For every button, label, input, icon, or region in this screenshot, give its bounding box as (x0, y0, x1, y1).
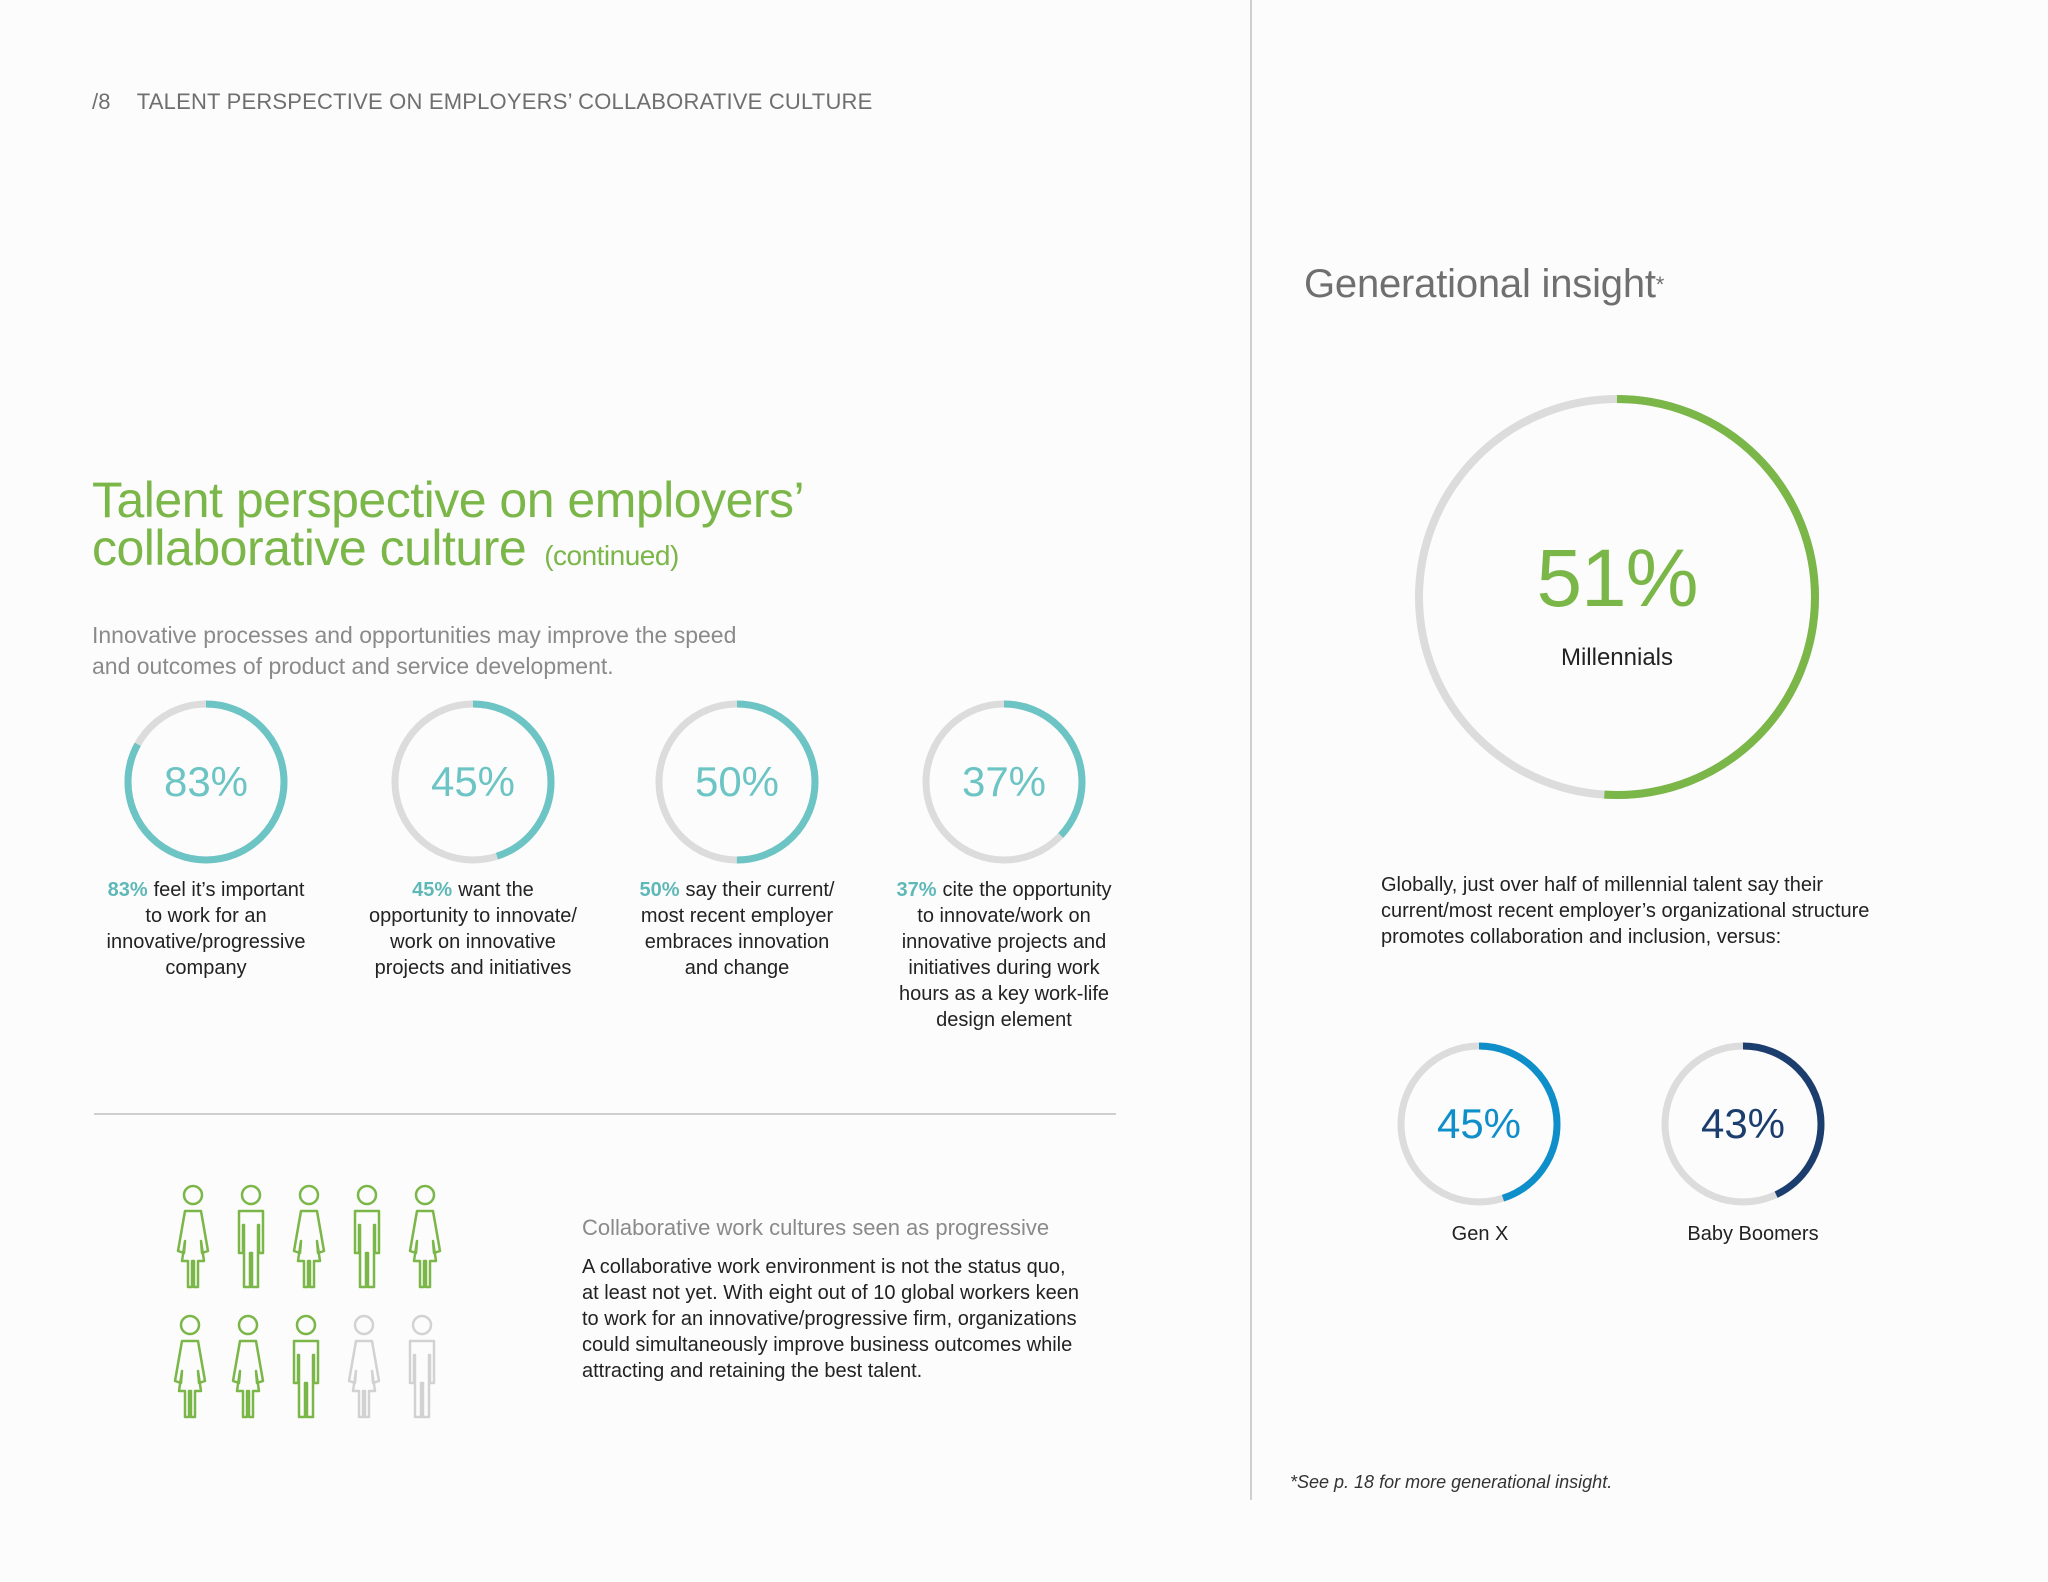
stat-caption-pct: 45% (412, 879, 453, 901)
person-icon (408, 1184, 442, 1289)
continued-label: (continued) (544, 540, 679, 571)
person-icon (292, 1314, 320, 1419)
stat-percent: 50% (694, 758, 780, 805)
ring-chart (655, 700, 819, 864)
stat-caption-pct: 83% (107, 879, 148, 901)
collab-body: A collaborative work environment is not … (582, 1254, 1122, 1384)
stat-caption-3: 50% say their current/ most recent employ… (617, 877, 857, 981)
people-pictogram (173, 1184, 442, 1419)
stat-caption-line: design element (936, 1009, 1072, 1031)
intro-line1: Innovative processes and opportunities m… (92, 622, 737, 648)
ring-arc (1397, 1042, 1561, 1206)
boomers-label: Baby Boomers (1687, 1223, 1819, 1245)
section-heading: Talent perspective on employers’ collabo… (92, 472, 805, 580)
collab-title: Collaborative work cultures seen as prog… (582, 1215, 1050, 1240)
stat-caption-1: 83% feel it’s important to work for an in… (86, 877, 326, 981)
stat-caption-line: work on innovative (390, 931, 556, 953)
stat-percent: 45% (430, 758, 516, 805)
stat-ring-2: 45% (388, 697, 558, 867)
stat-caption-line: initiatives during work (908, 957, 1100, 979)
person-icon (231, 1314, 265, 1419)
intro-line2: and outcomes of product and service deve… (92, 653, 614, 679)
ring-chart (124, 700, 288, 864)
boomers-ring: 43% (1658, 1039, 1828, 1209)
stat-caption-2: 45% want the opportunity to innovate/ wor… (353, 877, 593, 981)
generational-line: promotes collaboration and inclusion, ve… (1381, 926, 1782, 948)
stat-caption-line: to innovate/work on (917, 905, 1091, 927)
stat-percent: 83% (163, 758, 249, 805)
page-number: /8 (92, 89, 111, 114)
ring-chart (1661, 1042, 1825, 1206)
stat-caption-line: to work for an (145, 905, 267, 927)
ring-arc (655, 700, 819, 864)
stat-caption-line: embraces innovation (644, 931, 830, 953)
stat-caption-line: cite the opportunity (942, 879, 1112, 901)
boomers-percent: 43% (1700, 1100, 1786, 1147)
person-icon (176, 1184, 210, 1289)
section-heading-line2: collaborative culture (92, 520, 527, 576)
generational-line: Globally, just over half of millennial t… (1381, 874, 1824, 896)
footnote-marker: * (1655, 272, 1665, 297)
ring-arc (124, 700, 288, 864)
stat-caption-line: hours as a key work-life (898, 983, 1110, 1005)
ring-chart (1397, 1042, 1561, 1206)
generational-title: Generational insight* (1304, 262, 1664, 307)
stat-caption-line: want the (458, 879, 534, 901)
collab-line: A collaborative work environment is not … (582, 1256, 1066, 1278)
stat-caption-line: innovative projects and (901, 931, 1107, 953)
generational-body: Globally, just over half of millennial t… (1381, 872, 1911, 950)
generational-title-text: Generational insight (1304, 262, 1656, 306)
generational-line: current/most recent employer’s organizat… (1381, 900, 1870, 922)
stat-caption-line: and change (684, 957, 790, 979)
stat-ring-3: 50% (652, 697, 822, 867)
stat-caption-line: innovative/progressive (106, 931, 306, 953)
stat-caption-line: most recent employer (640, 905, 834, 927)
page-header: /8 TALENT PERSPECTIVE ON EMPLOYERS’ COLLA… (92, 89, 873, 115)
genx-ring: 45% (1394, 1039, 1564, 1209)
ring-arc (1415, 395, 1819, 799)
stat-caption-line: projects and initiatives (374, 957, 572, 979)
stat-caption-line: company (165, 957, 247, 979)
stat-percent: 37% (961, 758, 1047, 805)
person-icon (347, 1314, 381, 1419)
stat-caption-pct: 50% (639, 879, 680, 901)
stat-ring-1: 83% (121, 697, 291, 867)
stat-caption-pct: 37% (896, 879, 937, 901)
page-divider (1250, 0, 1252, 1500)
section-divider (94, 1113, 1116, 1115)
millennials-percent: 51% (1536, 533, 1698, 624)
collab-line: attracting and retaining the best talent… (582, 1360, 923, 1382)
stat-caption-line: say their current/ (685, 879, 835, 901)
person-icon (408, 1314, 436, 1419)
ring-chart (922, 700, 1086, 864)
millennials-ring (1415, 395, 1819, 799)
stat-ring-4: 37% (919, 697, 1089, 867)
millennials-label: Millennials (1560, 644, 1674, 671)
genx-percent: 45% (1436, 1100, 1522, 1147)
collab-line: at least not yet. With eight out of 10 g… (582, 1282, 1079, 1304)
ring-arc (922, 700, 1086, 864)
stat-caption-line: opportunity to innovate/ (369, 905, 577, 927)
person-icon (237, 1184, 265, 1289)
section-heading-line1: Talent perspective on employers’ (92, 472, 805, 528)
footnote: *See p. 18 for more generational insight… (1290, 1472, 1613, 1492)
stat-caption-line: feel it’s important (153, 879, 305, 901)
intro-text: Innovative processes and opportunities m… (92, 620, 792, 682)
person-icon (173, 1314, 207, 1419)
ring-arc (1661, 1042, 1825, 1206)
person-icon (353, 1184, 381, 1289)
stat-caption-4: 37% cite the opportunity to innovate/work… (884, 877, 1124, 1033)
collab-line: to work for an innovative/progressive fi… (582, 1308, 1077, 1330)
collab-line: could simultaneously improve business ou… (582, 1334, 1073, 1356)
genx-label: Gen X (1451, 1223, 1509, 1245)
ring-arc (391, 700, 555, 864)
person-icon (292, 1184, 326, 1289)
section-title: TALENT PERSPECTIVE ON EMPLOYERS’ COLLABO… (136, 89, 873, 114)
ring-chart (391, 700, 555, 864)
